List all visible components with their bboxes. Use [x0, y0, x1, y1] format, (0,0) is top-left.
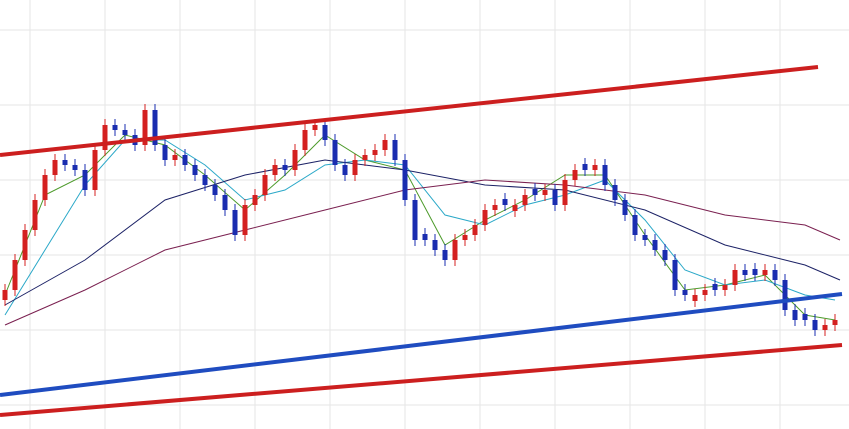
candle-body: [422, 234, 428, 240]
candle-body: [252, 195, 258, 205]
candle-body: [232, 210, 238, 235]
candle-body: [152, 110, 158, 145]
moving-average: [4, 159, 841, 306]
candle-body: [482, 210, 488, 225]
candle-body: [832, 320, 838, 325]
candle-body: [602, 165, 608, 185]
candle-body: [112, 125, 118, 130]
candle-body: [62, 160, 68, 165]
candle-body: [32, 200, 38, 230]
trend-line: [0, 343, 843, 417]
candle-body: [162, 145, 168, 160]
candle-body: [262, 175, 268, 195]
candle-body: [362, 155, 368, 160]
moving-average: [4, 179, 841, 326]
trend-line: [0, 65, 819, 157]
candle-body: [512, 205, 518, 211]
candle-body: [572, 170, 578, 180]
candle-body: [402, 160, 408, 200]
candle-body: [202, 175, 208, 185]
candle-body: [592, 165, 598, 170]
candle-body: [392, 140, 398, 160]
candle-body: [712, 284, 718, 290]
candle-body: [722, 285, 728, 290]
candle-body: [172, 155, 178, 160]
candle-body: [762, 270, 768, 275]
candle-body: [642, 235, 648, 240]
candle-body: [12, 260, 18, 290]
candle-body: [312, 125, 318, 130]
candle-body: [2, 290, 8, 300]
candle-body: [102, 125, 108, 150]
candle-body: [452, 240, 458, 260]
candle-body: [282, 165, 288, 170]
candle-body: [552, 190, 558, 205]
candle-body: [462, 235, 468, 240]
candle-body: [502, 199, 508, 205]
candle-body: [142, 110, 148, 145]
candle-body: [752, 269, 758, 275]
candle-body: [742, 270, 748, 275]
candle-body: [42, 175, 48, 200]
candle-body: [652, 240, 658, 250]
candle-body: [542, 190, 548, 195]
candle-body: [272, 165, 278, 175]
candle-body: [532, 189, 538, 195]
candle-body: [412, 200, 418, 240]
candle-body: [792, 310, 798, 320]
candle-body: [562, 180, 568, 205]
candle-body: [732, 270, 738, 285]
candle-body: [82, 170, 88, 190]
candle-body: [682, 290, 688, 295]
candle-body: [432, 240, 438, 250]
candle-body: [442, 250, 448, 260]
candle-body: [522, 195, 528, 205]
candle-body: [122, 130, 128, 135]
candle-body: [332, 140, 338, 165]
candle-body: [92, 150, 98, 190]
candle-body: [822, 325, 828, 330]
candle-body: [72, 165, 78, 170]
candle-body: [372, 150, 378, 155]
candle-body: [182, 155, 188, 165]
moving-average: [4, 139, 836, 316]
candle-body: [242, 205, 248, 235]
candle-body: [672, 260, 678, 290]
candle-body: [582, 164, 588, 170]
candle-body: [662, 250, 668, 260]
candle-body: [702, 290, 708, 295]
candle-body: [472, 225, 478, 235]
candle-body: [632, 215, 638, 235]
candle-body: [342, 165, 348, 175]
trend-line: [0, 292, 843, 397]
candle-body: [322, 125, 328, 140]
candle-body: [212, 185, 218, 195]
candle-body: [292, 150, 298, 170]
candle-body: [22, 230, 28, 260]
candle-body: [382, 140, 388, 150]
candle-body: [612, 185, 618, 200]
moving-average: [4, 134, 836, 321]
candle-body: [772, 270, 778, 280]
candle-body: [492, 205, 498, 210]
candle-body: [52, 160, 58, 175]
candle-body: [692, 295, 698, 301]
candle-body: [222, 195, 228, 210]
candle-body: [302, 130, 308, 150]
candle-body: [782, 280, 788, 310]
candle-body: [812, 320, 818, 330]
candle-body: [192, 165, 198, 175]
candle-body: [802, 314, 808, 320]
candle-body: [622, 200, 628, 215]
candle-body: [352, 160, 358, 175]
